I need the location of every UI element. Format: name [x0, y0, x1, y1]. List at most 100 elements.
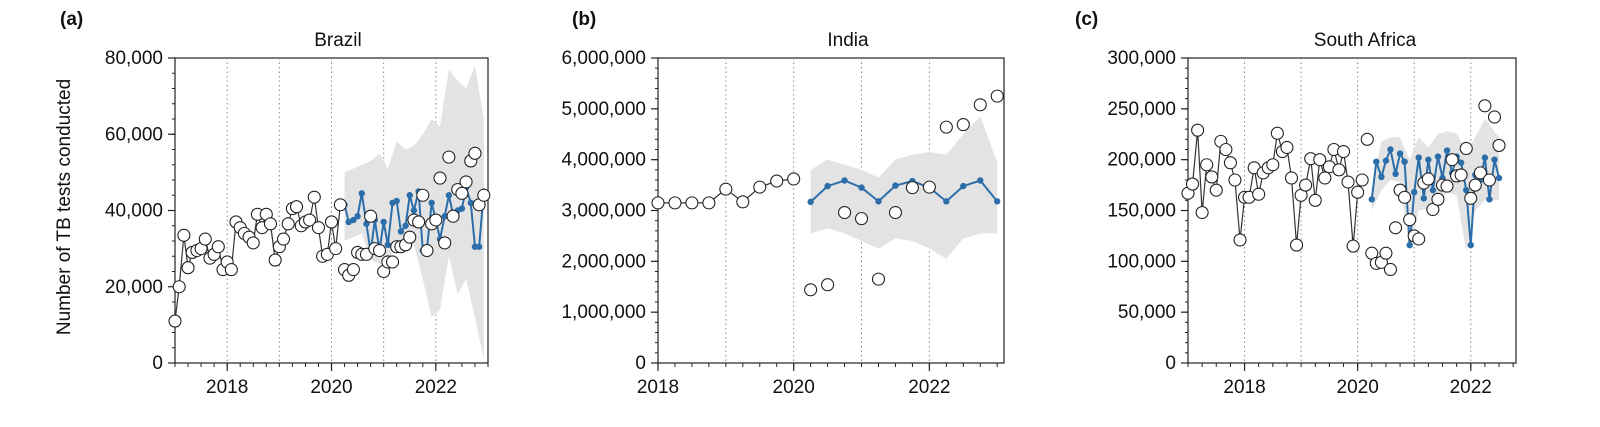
predicted-point	[1373, 158, 1380, 165]
observed-point	[1191, 123, 1205, 137]
panel-title-south-africa: South Africa	[1314, 30, 1417, 51]
observed-point	[303, 213, 317, 227]
predicted-point	[875, 198, 882, 205]
observed-point	[1299, 178, 1313, 192]
plot-area-india: 0 1,000,000 2,000,000 3,000,000 4,000,000 5,0…	[561, 48, 1005, 398]
observed-point	[1421, 172, 1435, 186]
observed-point	[433, 171, 447, 185]
x-tick-label: 2020	[1337, 377, 1379, 398]
predicted-point	[960, 182, 967, 190]
panel-title-brazil: Brazil	[314, 30, 362, 51]
observed-point	[268, 253, 282, 267]
predicted-point	[1415, 154, 1422, 161]
observed-point	[1233, 233, 1247, 247]
predicted-point	[1382, 157, 1390, 164]
y-tick-label: 300,000	[1107, 48, 1176, 69]
predicted-point	[994, 198, 1001, 205]
observed-point	[429, 213, 443, 227]
predicted-point	[1406, 241, 1413, 249]
observed-point	[1388, 221, 1403, 235]
predicted-point	[1387, 146, 1394, 153]
x-tick-label: 2018	[1223, 377, 1265, 398]
observed-point	[1487, 110, 1502, 124]
predicted-point	[1411, 189, 1418, 196]
x-tick-label: 2018	[206, 377, 248, 398]
predicted-point	[977, 177, 984, 184]
observed-point	[1426, 202, 1440, 217]
observed-point	[442, 150, 456, 164]
x-tick-label: 2020	[773, 377, 815, 398]
y-tick-label: 50,000	[1118, 302, 1176, 323]
predicted-point	[406, 192, 413, 199]
observed-point	[1464, 191, 1478, 205]
y-tick-label: 20,000	[105, 277, 163, 298]
observed-point	[1383, 262, 1398, 277]
predicted-point	[1495, 174, 1503, 182]
predicted-point	[402, 222, 409, 229]
y-tick-label: 1,000,000	[561, 302, 646, 323]
observed-point	[1468, 178, 1482, 192]
observed-point	[821, 278, 835, 292]
predicted-point	[1392, 170, 1399, 178]
y-tick-label: 6,000,000	[561, 48, 646, 69]
observed-point	[719, 182, 733, 196]
observed-point	[1431, 192, 1445, 206]
panel-title-india: India	[827, 30, 869, 51]
predicted-point	[445, 192, 453, 199]
observed-point	[412, 215, 426, 229]
observed-point	[1482, 173, 1496, 187]
observed-point	[246, 236, 260, 250]
x-tick-label: 2022	[1450, 377, 1492, 398]
y-tick-label: 5,000,000	[561, 99, 646, 120]
predicted-point	[1443, 147, 1451, 154]
y-axis-label: Number of TB tests conducted	[54, 79, 75, 335]
observed-point	[990, 89, 1004, 103]
observed-point	[1308, 193, 1322, 207]
predicted-point	[943, 198, 950, 205]
observed-point	[324, 215, 339, 229]
observed-point	[685, 196, 699, 210]
observed-point	[1403, 213, 1417, 227]
observed-point	[177, 228, 191, 242]
x-tick-label: 2018	[637, 377, 679, 398]
observed-point	[1200, 158, 1214, 172]
predicted-point	[1463, 186, 1470, 194]
observed-point	[753, 180, 767, 194]
observed-point	[1318, 171, 1332, 185]
observed-point	[1459, 141, 1473, 156]
observed-point	[168, 314, 182, 328]
observed-point	[1473, 166, 1487, 180]
observed-point	[1398, 190, 1412, 204]
y-tick-label: 3,000,000	[561, 201, 646, 222]
predicted-point	[824, 182, 831, 190]
y-tick-label: 100,000	[1107, 251, 1176, 272]
observed-point	[1252, 187, 1266, 201]
observed-point	[1478, 99, 1492, 113]
predicted-point	[384, 241, 392, 249]
y-tick-label: 0	[152, 353, 163, 374]
observed-point	[1290, 238, 1304, 252]
predicted-point	[1429, 186, 1437, 194]
predicted-point	[1434, 153, 1442, 160]
observed-point	[333, 198, 347, 212]
predicted-point	[1396, 150, 1404, 157]
observed-point	[1195, 205, 1209, 220]
observed-point	[871, 272, 886, 286]
observed-point	[181, 261, 195, 275]
observed-point	[1360, 132, 1374, 146]
observed-point	[263, 217, 278, 231]
observed-point	[1228, 173, 1242, 187]
observed-point	[438, 236, 452, 250]
observed-point	[1355, 173, 1369, 187]
observed-point	[1379, 246, 1393, 260]
predicted-point	[807, 198, 814, 206]
observed-point	[468, 146, 482, 160]
observed-point	[1219, 142, 1233, 157]
predicted-point	[428, 199, 435, 207]
y-tick-label: 0	[635, 353, 646, 374]
observed-point	[1266, 158, 1280, 172]
predicted-point	[397, 228, 405, 235]
predicted-point	[1486, 196, 1493, 203]
observed-point	[385, 255, 400, 269]
observed-point	[1454, 168, 1468, 182]
